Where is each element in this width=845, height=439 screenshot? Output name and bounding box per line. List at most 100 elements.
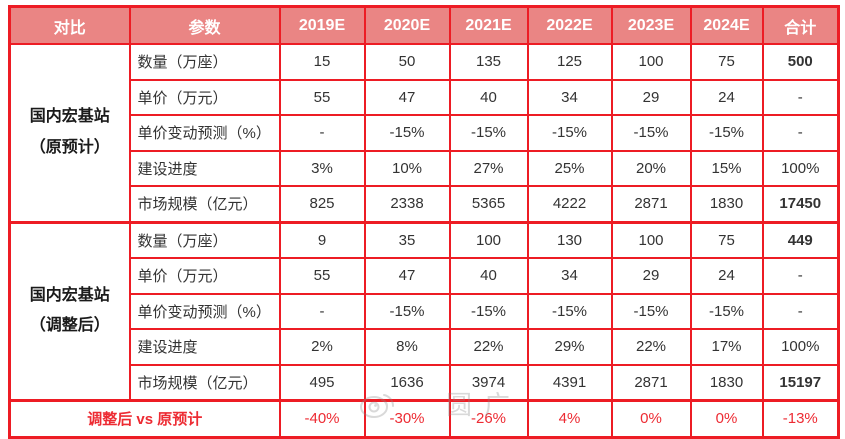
footer-cell: 4%: [526, 399, 613, 438]
table-row: 市场规模（亿元） 825 2338 5365 4222 2871 1830 17…: [10, 185, 840, 223]
param-label: 市场规模（亿元）: [128, 363, 281, 402]
param-label: 单价（万元）: [128, 257, 281, 295]
table-cell: 55: [278, 78, 366, 116]
table-cell: 29: [610, 257, 692, 295]
table-cell: 100: [448, 220, 529, 259]
total-cell: 500: [761, 43, 840, 81]
table-cell: 100: [610, 220, 692, 259]
param-label: 建设进度: [128, 149, 281, 187]
group-label-line1: 国内宏基站: [29, 286, 110, 304]
table-cell: 47: [363, 78, 451, 116]
column-header-2020e: 2020E: [363, 5, 451, 45]
table-cell: 135: [448, 43, 529, 81]
total-cell: 100%: [761, 149, 840, 187]
footer-cell: -26%: [448, 399, 529, 438]
total-cell: 17450: [761, 185, 840, 223]
column-header-2024e: 2024E: [689, 5, 764, 45]
footer-cell: 0%: [689, 399, 764, 438]
table-row: 市场规模（亿元） 495 1636 3974 4391 2871 1830 15…: [10, 363, 840, 402]
column-header-compare: 对比: [8, 5, 131, 45]
table-cell: 9: [278, 220, 366, 259]
table-cell: 2%: [278, 328, 366, 366]
table-cell: -: [278, 114, 366, 152]
total-cell: 449: [761, 220, 840, 259]
table-cell: 4391: [526, 363, 613, 402]
table-cell: -15%: [526, 292, 613, 330]
table-cell: 3%: [278, 149, 366, 187]
column-header-2021e: 2021E: [448, 5, 529, 45]
table-row: 建设进度 3% 10% 27% 25% 20% 15% 100%: [10, 149, 840, 187]
table-cell: 29%: [526, 328, 613, 366]
table-cell: -: [278, 292, 366, 330]
table-cell: -15%: [363, 292, 451, 330]
table-cell: -15%: [448, 292, 529, 330]
table-cell: -15%: [610, 114, 692, 152]
table-cell: 15%: [689, 149, 764, 187]
total-cell: 15197: [761, 363, 840, 402]
column-header-param: 参数: [128, 5, 281, 45]
table-row: 单价变动预测（%） - -15% -15% -15% -15% -15% -: [10, 292, 840, 330]
footer-cell: -13%: [761, 399, 840, 438]
table-cell: 5365: [448, 185, 529, 223]
table-cell: 34: [526, 257, 613, 295]
table-row: 单价（万元） 55 47 40 34 29 24 -: [10, 78, 840, 116]
footer-cell: -30%: [363, 399, 451, 438]
table-cell: 825: [278, 185, 366, 223]
table-row: 单价（万元） 55 47 40 34 29 24 -: [10, 257, 840, 295]
param-label: 单价（万元）: [128, 78, 281, 116]
table-cell: 24: [689, 257, 764, 295]
table-cell: -15%: [448, 114, 529, 152]
comparison-table: 对比 参数 2019E 2020E 2021E 2022E 2023E 2024…: [8, 5, 840, 439]
table-cell: 15: [278, 43, 366, 81]
table-cell: 3974: [448, 363, 529, 402]
table-cell: 75: [689, 43, 764, 81]
total-cell: -: [761, 257, 840, 295]
table-cell: 40: [448, 78, 529, 116]
table-cell: -15%: [689, 292, 764, 330]
table-cell: 495: [278, 363, 366, 402]
table-cell: 10%: [363, 149, 451, 187]
table-cell: 50: [363, 43, 451, 81]
table-cell: -15%: [526, 114, 613, 152]
footer-cell: 0%: [610, 399, 692, 438]
table-cell: 29: [610, 78, 692, 116]
param-label: 单价变动预测（%）: [128, 292, 281, 330]
table-cell: -15%: [689, 114, 764, 152]
group-label-adjusted: 国内宏基站 （调整后）: [8, 220, 131, 402]
table-cell: 4222: [526, 185, 613, 223]
table-cell: 47: [363, 257, 451, 295]
group-label-original: 国内宏基站 （原预计）: [8, 43, 131, 223]
group-label-line2: （原预计）: [29, 138, 110, 156]
total-cell: 100%: [761, 328, 840, 366]
group-label-line1: 国内宏基站: [29, 108, 110, 126]
table-cell: 17%: [689, 328, 764, 366]
table-cell: 35: [363, 220, 451, 259]
table-cell: 40: [448, 257, 529, 295]
table-cell: 125: [526, 43, 613, 81]
param-label: 市场规模（亿元）: [128, 185, 281, 223]
total-cell: -: [761, 114, 840, 152]
table-cell: 27%: [448, 149, 529, 187]
footer-label: 调整后 vs 原预计: [8, 399, 281, 438]
footer-cell: -40%: [278, 399, 366, 438]
column-header-2019e: 2019E: [278, 5, 366, 45]
param-label: 数量（万座）: [128, 43, 281, 81]
table-cell: 1830: [689, 363, 764, 402]
table-row: 建设进度 2% 8% 22% 29% 22% 17% 100%: [10, 328, 840, 366]
table-cell: 24: [689, 78, 764, 116]
table-cell: 2338: [363, 185, 451, 223]
table-cell: 75: [689, 220, 764, 259]
column-header-total: 合计: [761, 5, 840, 45]
table-cell: 130: [526, 220, 613, 259]
param-label: 单价变动预测（%）: [128, 114, 281, 152]
table-cell: 1636: [363, 363, 451, 402]
table-cell: 2871: [610, 363, 692, 402]
table-cell: 2871: [610, 185, 692, 223]
table-cell: 100: [610, 43, 692, 81]
column-header-2023e: 2023E: [610, 5, 692, 45]
table-cell: 55: [278, 257, 366, 295]
table-row: 单价变动预测（%） - -15% -15% -15% -15% -15% -: [10, 114, 840, 152]
table-cell: 22%: [448, 328, 529, 366]
table-cell: 22%: [610, 328, 692, 366]
group-label-line2: （调整后）: [29, 317, 110, 335]
